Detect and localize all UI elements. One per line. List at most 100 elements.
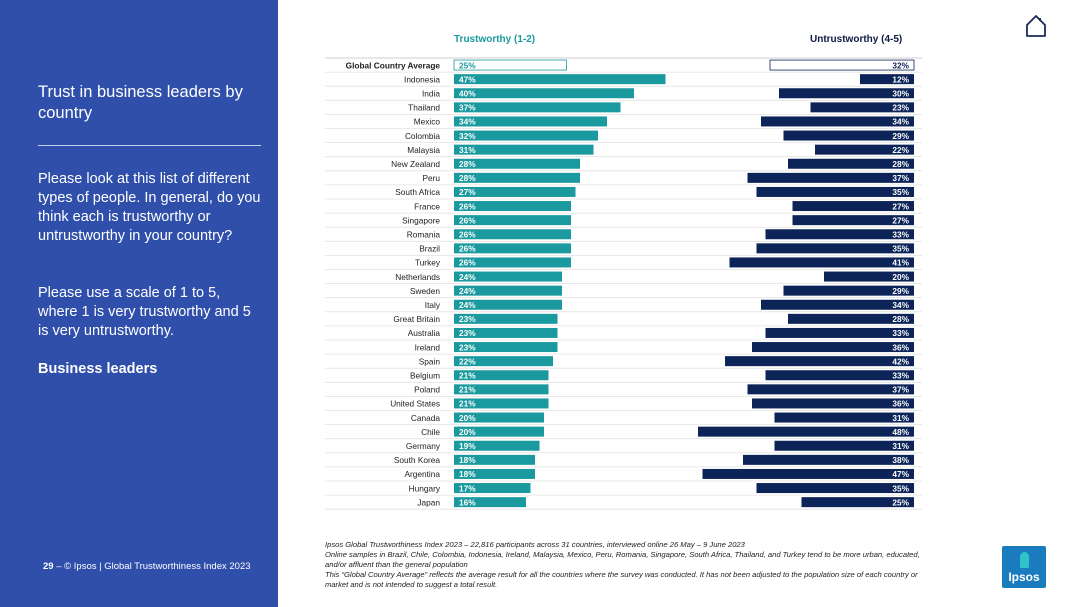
untrustworthy-bar	[774, 412, 914, 423]
trustworthy-bar	[454, 313, 558, 324]
untrustworthy-bar	[752, 398, 914, 409]
logo-text: Ipsos	[1008, 570, 1040, 584]
category-label: France	[414, 201, 440, 211]
trustworthy-bar	[454, 384, 549, 395]
trustworthy-bar	[453, 59, 567, 71]
untrustworthy-value-label: 34%	[892, 117, 909, 127]
untrustworthy-bar	[801, 497, 914, 508]
category-label: Chile	[421, 427, 440, 437]
untrustworthy-value-label: 30%	[892, 88, 909, 98]
trustworthy-value-label: 34%	[459, 117, 476, 127]
untrustworthy-bar	[765, 327, 914, 338]
untrustworthy-bar	[810, 102, 914, 113]
trustworthy-header: Trustworthy (1-2)	[454, 34, 536, 45]
trustworthy-bar	[454, 243, 571, 254]
footnotes: Ipsos Global Trustworthiness Index 2023 …	[325, 540, 935, 590]
trustworthy-bar	[454, 327, 558, 338]
category-label: Great Britain	[393, 314, 440, 324]
untrustworthy-value-label: 31%	[892, 441, 909, 451]
trustworthy-bar	[454, 102, 621, 113]
footnote-line: This “Global Country Average” reflects t…	[325, 570, 918, 589]
untrustworthy-bar	[792, 215, 914, 226]
category-label: Belgium	[410, 370, 440, 380]
untrustworthy-value-label: 47%	[892, 469, 909, 479]
untrustworthy-value-label: 32%	[892, 60, 909, 70]
category-label: Turkey	[415, 258, 441, 268]
untrustworthy-value-label: 25%	[892, 497, 909, 507]
trustworthy-bar	[454, 158, 580, 169]
category-label: Poland	[414, 385, 440, 395]
category-label: Netherlands	[395, 272, 440, 282]
trustworthy-value-label: 17%	[459, 483, 476, 493]
trustworthy-value-label: 27%	[459, 187, 476, 197]
untrustworthy-value-label: 27%	[892, 215, 909, 225]
untrustworthy-bar	[783, 285, 914, 296]
category-label: Hungary	[409, 483, 441, 493]
untrustworthy-value-label: 33%	[892, 229, 909, 239]
untrustworthy-value-label: 36%	[892, 399, 909, 409]
category-label: Malaysia	[407, 145, 440, 155]
untrustworthy-value-label: 36%	[892, 342, 909, 352]
untrustworthy-bar	[769, 59, 915, 71]
trustworthy-value-label: 23%	[459, 314, 476, 324]
trustworthy-value-label: 26%	[459, 244, 476, 254]
untrustworthy-bar	[765, 229, 914, 240]
untrustworthy-value-label: 31%	[892, 413, 909, 423]
trustworthy-bar	[454, 299, 562, 310]
trustworthy-bar	[454, 271, 562, 282]
category-label: Australia	[408, 328, 441, 338]
category-label: Colombia	[405, 131, 440, 141]
trustworthy-bar	[454, 74, 666, 85]
untrustworthy-bar	[702, 468, 914, 479]
home-icon[interactable]	[1025, 14, 1047, 38]
untrustworthy-value-label: 12%	[892, 74, 909, 84]
trustworthy-value-label: 24%	[459, 272, 476, 282]
untrustworthy-bar	[729, 257, 914, 268]
untrustworthy-bar	[756, 243, 914, 254]
trustworthy-value-label: 26%	[459, 229, 476, 239]
category-label: India	[422, 88, 440, 98]
untrustworthy-bar	[747, 384, 914, 395]
untrustworthy-value-label: 35%	[892, 483, 909, 493]
category-label: Global Country Average	[346, 60, 441, 70]
trustworthy-value-label: 18%	[459, 469, 476, 479]
untrustworthy-value-label: 23%	[892, 103, 909, 113]
untrustworthy-bar	[788, 158, 914, 169]
category-label: Peru	[422, 173, 440, 183]
untrustworthy-value-label: 20%	[892, 272, 909, 282]
trustworthy-value-label: 22%	[459, 356, 476, 366]
trustworthy-value-label: 26%	[459, 201, 476, 211]
untrustworthy-value-label: 29%	[892, 286, 909, 296]
category-label: New Zealand	[391, 159, 440, 169]
category-label: South Korea	[394, 455, 441, 465]
untrustworthy-value-label: 29%	[892, 131, 909, 141]
category-label: South Africa	[395, 187, 440, 197]
ipsos-logo: Ipsos	[1002, 546, 1046, 588]
untrustworthy-bar	[752, 342, 914, 353]
sidebar: Trust in business leaders by country Ple…	[0, 0, 278, 607]
category-label: Mexico	[414, 117, 441, 127]
category-label: Argentina	[404, 469, 440, 479]
trustworthy-value-label: 20%	[459, 413, 476, 423]
untrustworthy-value-label: 35%	[892, 187, 909, 197]
category-label: Spain	[419, 356, 441, 366]
trustworthy-bar	[454, 342, 558, 353]
trustworthy-bar	[454, 172, 580, 183]
untrustworthy-bar	[824, 271, 914, 282]
category-label: Romania	[407, 229, 441, 239]
trustworthy-value-label: 23%	[459, 342, 476, 352]
trustworthy-bar	[454, 398, 549, 409]
untrustworthy-bar	[743, 454, 914, 465]
untrustworthy-value-label: 42%	[892, 356, 909, 366]
trustworthy-value-label: 23%	[459, 328, 476, 338]
category-label: United States	[390, 399, 440, 409]
trustworthy-bar	[454, 285, 562, 296]
trustworthy-bar	[454, 440, 540, 451]
trustworthy-bar	[454, 116, 607, 127]
untrustworthy-bar	[792, 201, 914, 212]
trustworthy-value-label: 40%	[459, 88, 476, 98]
trustworthy-value-label: 32%	[459, 131, 476, 141]
category-label: Japan	[417, 497, 440, 507]
trustworthy-bar	[454, 356, 553, 367]
